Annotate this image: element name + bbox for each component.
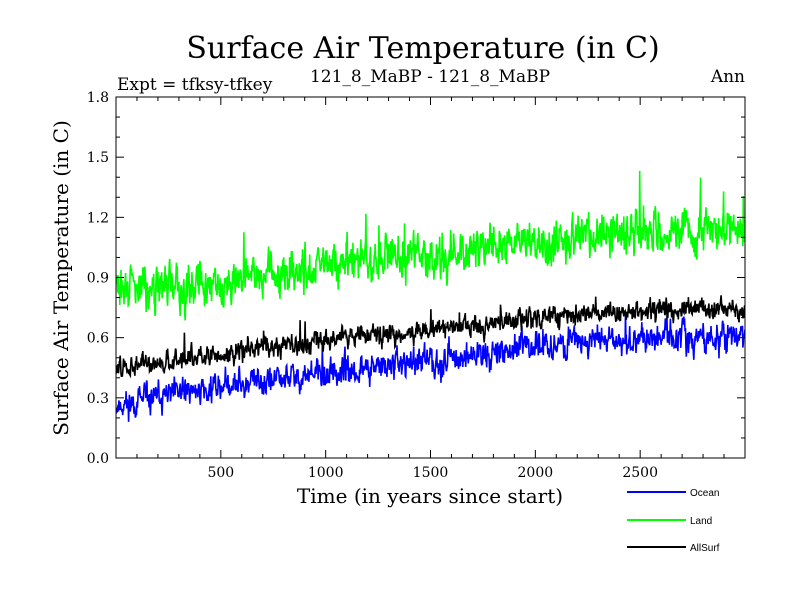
tick-layer: 500 1000 1500 2000 2500 0.0 0.3 0.6 0.9 1.2 1.5 1.8 <box>87 90 745 481</box>
x-tick-label: 1500 <box>413 465 449 481</box>
legend: Ocean Land AllSurf <box>627 488 720 554</box>
legend-label-land: Land <box>690 516 712 527</box>
x-tick-label: 1000 <box>308 465 344 481</box>
legend-label-allsurf: AllSurf <box>690 543 720 554</box>
y-tick-label: 1.2 <box>87 210 109 226</box>
legend-label-ocean: Ocean <box>690 488 719 499</box>
y-tick-label: 1.5 <box>87 150 109 166</box>
series-line-land <box>116 170 745 321</box>
y-tick-label: 1.8 <box>87 90 109 106</box>
y-tick-label: 0.6 <box>87 331 109 347</box>
run-label: 121_8_MaBP - 121_8_MaBP <box>310 67 550 87</box>
y-tick-label: 0.9 <box>87 271 109 287</box>
plot-frame <box>115 96 746 459</box>
x-axis-label: Time (in years since start) <box>297 484 563 508</box>
chart-title: Surface Air Temperature (in C) <box>186 31 659 66</box>
x-tick-label: 500 <box>207 465 234 481</box>
series-line-allsurf <box>116 295 745 379</box>
series-line-ocean <box>116 311 745 422</box>
x-tick-label: 2000 <box>518 465 554 481</box>
x-tick-label: 2500 <box>622 465 658 481</box>
series-layer <box>116 170 745 422</box>
y-tick-label: 0.0 <box>87 451 109 467</box>
season-label: Ann <box>710 67 745 87</box>
y-axis-label: Surface Air Temperature (in C) <box>49 120 73 436</box>
y-tick-label: 0.3 <box>87 391 109 407</box>
expt-label: Expt = tfksy-tfkey <box>117 75 273 95</box>
